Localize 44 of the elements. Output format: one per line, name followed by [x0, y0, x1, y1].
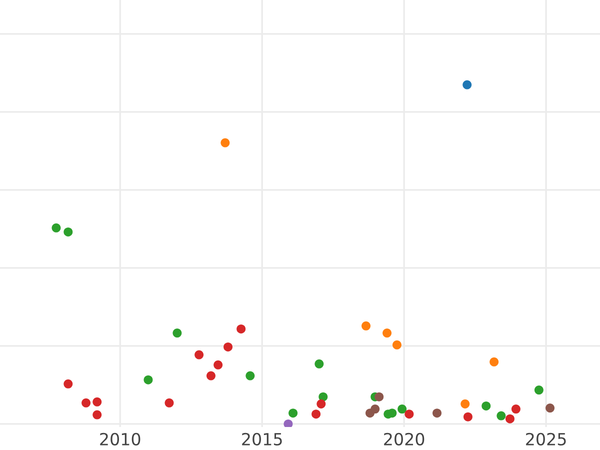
point — [64, 379, 73, 388]
point — [194, 350, 204, 360]
point — [388, 408, 397, 418]
x-tick-label: 2015 — [242, 432, 282, 446]
point — [392, 340, 402, 350]
point — [370, 404, 380, 414]
point — [460, 399, 470, 408]
point — [52, 223, 61, 232]
point — [82, 398, 91, 408]
point — [482, 401, 491, 410]
point — [288, 408, 298, 418]
point — [246, 371, 255, 380]
point — [92, 410, 102, 420]
point — [546, 404, 555, 413]
point — [490, 357, 499, 366]
point — [463, 412, 472, 422]
point — [92, 397, 102, 406]
point — [172, 328, 182, 338]
point — [404, 410, 414, 419]
point — [316, 399, 326, 408]
point — [382, 328, 392, 338]
point — [214, 360, 223, 370]
point — [374, 392, 384, 402]
point — [398, 404, 407, 414]
point — [224, 342, 233, 352]
point — [511, 404, 520, 414]
point — [312, 410, 321, 419]
point — [462, 80, 472, 90]
point — [206, 371, 216, 380]
point — [164, 398, 174, 408]
point — [220, 138, 230, 148]
point — [284, 419, 293, 427]
x-tick-label: 2025 — [526, 432, 566, 446]
x-tick-label: 2020 — [384, 432, 424, 446]
point — [64, 227, 73, 236]
x-tick-label: 2010 — [100, 432, 140, 446]
point — [362, 321, 371, 330]
point — [314, 359, 324, 368]
point — [505, 414, 514, 424]
point — [496, 411, 506, 420]
point — [236, 324, 246, 334]
point — [534, 386, 544, 395]
point — [432, 408, 442, 418]
point — [144, 375, 153, 384]
